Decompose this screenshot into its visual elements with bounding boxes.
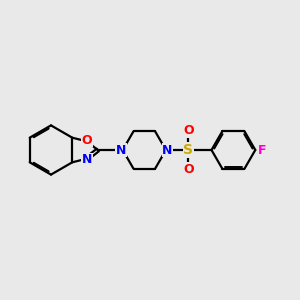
- Text: O: O: [81, 134, 92, 147]
- Text: S: S: [183, 143, 194, 157]
- Text: O: O: [183, 163, 194, 176]
- Text: F: F: [258, 143, 266, 157]
- Text: N: N: [82, 153, 92, 167]
- Text: N: N: [116, 143, 126, 157]
- Text: O: O: [183, 124, 194, 137]
- Text: N: N: [162, 143, 172, 157]
